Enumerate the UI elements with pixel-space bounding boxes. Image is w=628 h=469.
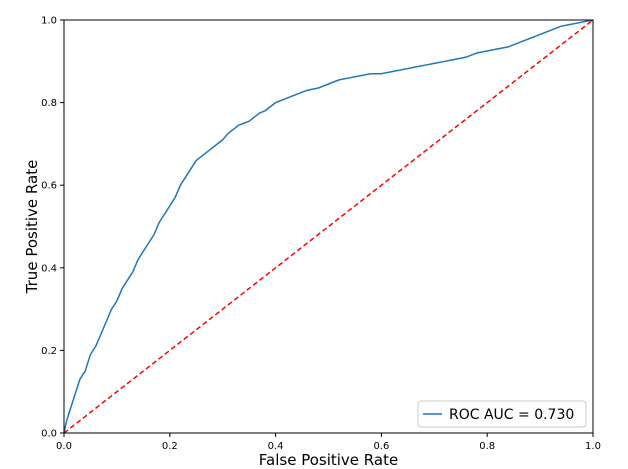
y-tick-label: 0.2 [41,346,57,357]
x-tick-label: 0.4 [268,441,284,452]
chance-diagonal-line [63,19,594,434]
y-axis-label: True Positive Rate [23,160,41,295]
x-tick-label: 0.8 [479,441,495,452]
ticks-layer: 0.0 0.2 0.4 0.6 0.8 1.0 0.0 0.2 0.4 0.6 0.8 1.0 [41,16,601,453]
legend-box [417,400,587,428]
x-tick-label: 0.6 [373,441,389,452]
x-tick-label: 0.2 [162,441,178,452]
x-axis-label: False Positive Rate [259,451,398,469]
y-tick-label: 0.0 [41,429,57,440]
plot-frame [63,19,594,434]
legend-label-roc: ROC AUC = 0.730 [449,407,574,423]
y-tick-label: 0.4 [41,263,57,274]
x-tick-label: 1.0 [585,441,601,452]
x-tick-label: 0.0 [56,441,72,452]
y-tick-label: 1.0 [41,16,57,27]
y-tick-label: 0.8 [41,98,57,109]
series-layer [63,19,594,434]
roc-curve-line [63,19,594,434]
legend: ROC AUC = 0.730 [417,400,587,428]
y-tick-label: 0.6 [41,181,57,192]
